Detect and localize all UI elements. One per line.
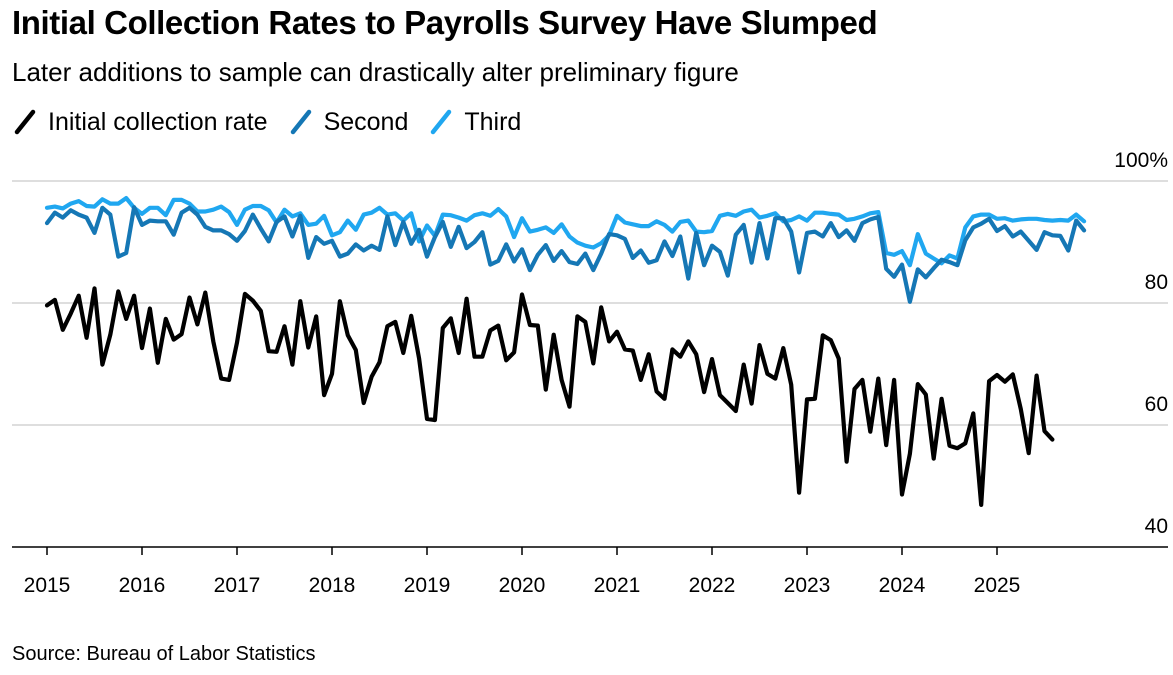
label-layer: 40 60 80 100% 2015 2016 2017 2018 2019 2020 2021 20…: [24, 149, 1168, 597]
x-tick-label: 2020: [499, 574, 546, 597]
x-tick-label: 2023: [784, 574, 831, 597]
legend-item-second: Second: [290, 107, 409, 137]
x-tick-label: 2016: [119, 574, 166, 597]
y-tick-label: 80: [1145, 271, 1168, 294]
series-layer: [44, 196, 1087, 507]
axis-layer: [12, 546, 1168, 555]
x-tick-label: 2025: [974, 574, 1021, 597]
legend-label-second: Second: [323, 107, 409, 136]
y-tick-label: 100%: [1114, 149, 1168, 172]
legend-swatch-initial: [14, 109, 36, 135]
x-tick-label: 2018: [309, 574, 356, 597]
source-note: Source: Bureau of Labor Statistics: [12, 643, 316, 665]
line-chart: 40 60 80 100% 2015 2016 2017 2018 2019 2020 2021 20…: [12, 149, 1168, 597]
x-tick-label: 2017: [214, 574, 261, 597]
legend-swatch-second: [290, 109, 311, 135]
x-tick-label: 2015: [24, 574, 71, 597]
legend-item-initial: Initial collection rate: [14, 108, 268, 137]
legend: Initial collection rate Second Third: [14, 106, 543, 138]
legend-item-third: Third: [430, 108, 521, 137]
x-tick-label: 2022: [689, 574, 736, 597]
legend-label-third: Third: [464, 107, 522, 136]
third-line: [44, 196, 1087, 268]
y-tick-label: 40: [1145, 515, 1168, 538]
initial-collection-rate-line: [44, 286, 1055, 507]
legend-label-initial: Initial collection rate: [48, 107, 268, 136]
chart-subtitle: Later additions to sample can drasticall…: [12, 57, 739, 87]
x-tick-label: 2019: [404, 574, 451, 597]
x-tick-label: 2024: [879, 574, 926, 597]
chart-title: Initial Collection Rates to Payrolls Sur…: [12, 4, 878, 41]
y-tick-label: 60: [1145, 393, 1168, 416]
second-line: [44, 205, 1087, 304]
legend-swatch-third: [431, 109, 452, 135]
x-tick-label: 2021: [594, 574, 641, 597]
